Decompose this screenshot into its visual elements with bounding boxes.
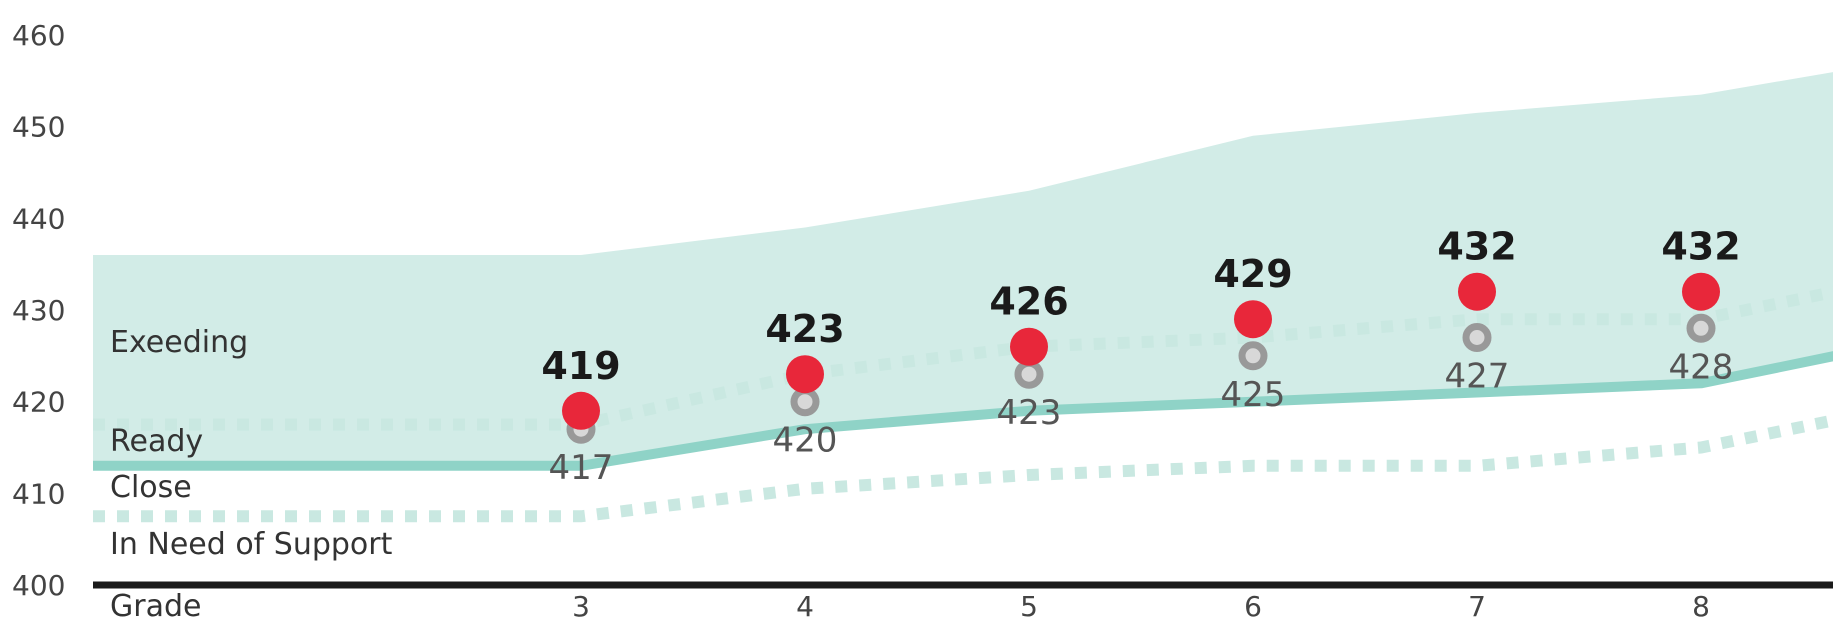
grey-marker xyxy=(1238,341,1268,371)
grey-value-label: 428 xyxy=(1669,347,1734,387)
red-value-label: 426 xyxy=(989,280,1068,324)
band-label-support: In Need of Support xyxy=(110,527,393,562)
band-layer xyxy=(93,72,1833,466)
x-tick-label: 7 xyxy=(1468,590,1486,623)
x-tick-label: 8 xyxy=(1692,590,1710,623)
y-tick-label: 430 xyxy=(12,294,65,327)
x-axis-label: Grade xyxy=(110,589,201,624)
red-value-label: 432 xyxy=(1661,225,1740,269)
grey-value-label: 423 xyxy=(997,393,1062,433)
red-marker xyxy=(1010,327,1048,366)
x-tick-label: 5 xyxy=(1020,590,1038,623)
grey-marker xyxy=(790,387,820,417)
exceeding-ready-band xyxy=(93,72,1833,466)
band-label-exceeding: Exeeding xyxy=(110,325,248,360)
grey-value-label: 427 xyxy=(1445,357,1510,397)
x-tick-label: 3 xyxy=(572,590,590,623)
red-value-label: 429 xyxy=(1213,252,1292,296)
y-tick-label: 400 xyxy=(12,569,65,602)
axes: Grade Exeeding Ready Close In Need of Su… xyxy=(93,325,1833,624)
grey-value-label: 425 xyxy=(1221,375,1286,415)
band-label-close: Close xyxy=(110,470,192,505)
red-marker xyxy=(1682,272,1720,311)
grey-value-label: 417 xyxy=(549,448,614,488)
grey-marker xyxy=(1014,359,1044,389)
red-marker xyxy=(1234,300,1272,339)
red-marker xyxy=(786,355,824,394)
band-label-ready: Ready xyxy=(110,424,203,459)
y-tick-label: 410 xyxy=(12,477,65,510)
y-tick-label: 450 xyxy=(12,111,65,144)
ready-threshold-line xyxy=(93,351,1833,471)
red-value-label: 423 xyxy=(765,307,844,351)
tick-labels: 400 410 420 430 440 450 460 3 4 5 6 7 8 xyxy=(12,19,1710,623)
y-tick-label: 460 xyxy=(12,19,65,52)
grey-marker xyxy=(1686,313,1716,343)
x-tick-label: 6 xyxy=(1244,590,1262,623)
red-marker xyxy=(1458,272,1496,311)
grey-marker xyxy=(1462,323,1492,352)
y-tick-label: 440 xyxy=(12,202,65,235)
threshold-lines xyxy=(93,286,1833,523)
red-value-label: 419 xyxy=(541,344,620,388)
red-marker xyxy=(562,391,600,430)
grey-value-label: 420 xyxy=(773,421,838,461)
data-points: 419 417 423 420 426 423 429 425 432 427 432 428 xyxy=(541,225,1740,489)
y-tick-label: 420 xyxy=(12,386,65,419)
x-tick-label: 4 xyxy=(796,590,814,623)
red-value-label: 432 xyxy=(1437,225,1516,269)
